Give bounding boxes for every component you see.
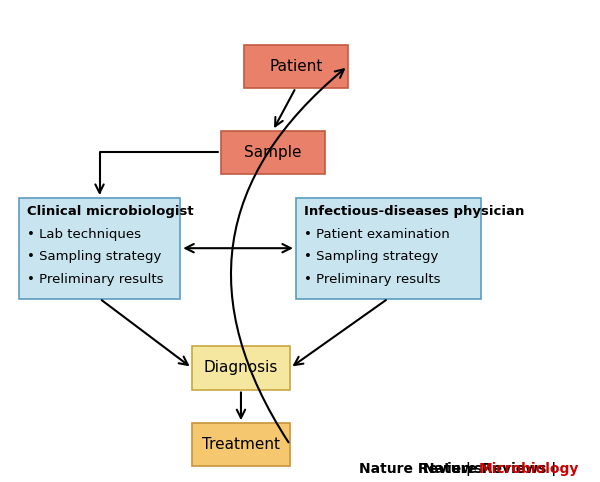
Text: Nature Reviews |: Nature Reviews | xyxy=(423,462,562,476)
FancyBboxPatch shape xyxy=(244,44,348,88)
Text: • Patient examination: • Patient examination xyxy=(304,228,450,241)
Text: Clinical microbiologist: Clinical microbiologist xyxy=(28,205,194,218)
Text: Infectious-diseases physician: Infectious-diseases physician xyxy=(304,205,525,218)
Text: |: | xyxy=(461,462,476,476)
FancyBboxPatch shape xyxy=(192,347,290,389)
Text: • Sampling strategy: • Sampling strategy xyxy=(28,250,162,263)
Text: Diagnosis: Diagnosis xyxy=(204,361,278,375)
Text: Microbiology: Microbiology xyxy=(479,462,579,476)
FancyBboxPatch shape xyxy=(296,198,481,298)
FancyBboxPatch shape xyxy=(221,131,325,174)
Text: • Lab techniques: • Lab techniques xyxy=(28,228,142,241)
Text: Sample: Sample xyxy=(244,145,301,160)
Text: • Sampling strategy: • Sampling strategy xyxy=(304,250,439,263)
Text: Patient: Patient xyxy=(269,59,322,74)
FancyBboxPatch shape xyxy=(19,198,181,298)
Text: • Preliminary results: • Preliminary results xyxy=(304,273,441,286)
FancyBboxPatch shape xyxy=(192,423,290,466)
Text: Nature Reviews: Nature Reviews xyxy=(359,462,482,476)
Text: • Preliminary results: • Preliminary results xyxy=(28,273,164,286)
Text: Treatment: Treatment xyxy=(202,437,280,452)
